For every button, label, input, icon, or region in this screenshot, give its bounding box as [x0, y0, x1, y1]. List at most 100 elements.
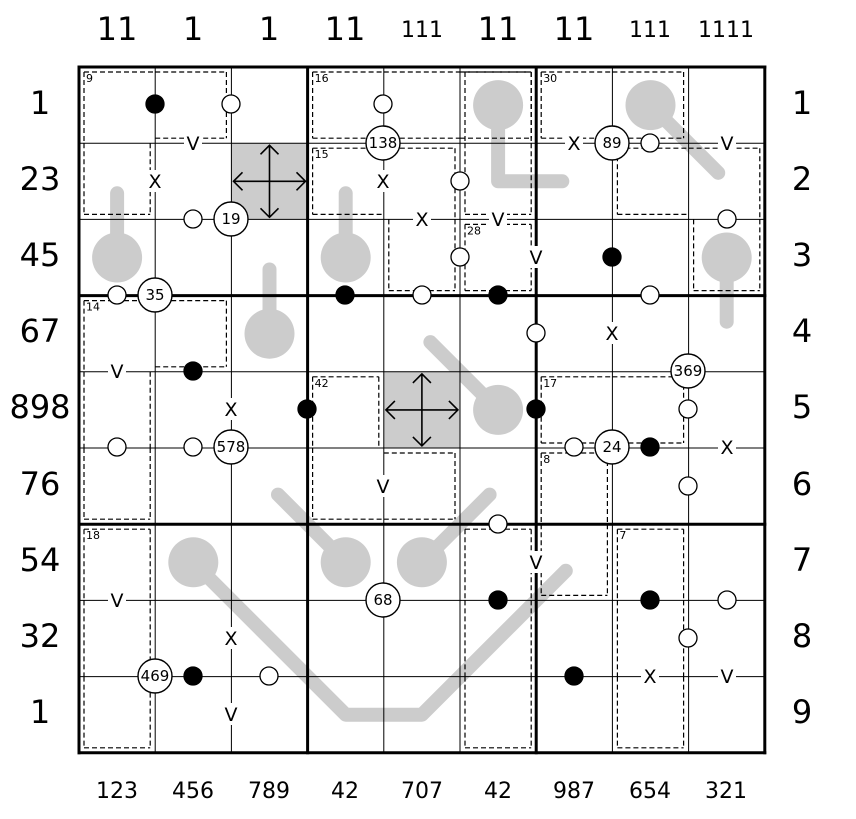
cage-sum: 8	[543, 453, 550, 466]
white-dot	[678, 628, 698, 648]
top-clue: 1	[259, 10, 279, 48]
white-dot	[717, 590, 737, 610]
top-clue: 1	[183, 10, 203, 48]
thermometer-bulb	[244, 308, 295, 359]
sum-circle-label: 578	[217, 438, 246, 456]
left-clue: 45	[20, 236, 61, 274]
left-clue: 67	[20, 312, 61, 350]
left-clue: 1	[30, 84, 50, 122]
black-dot	[488, 590, 508, 610]
white-dot	[183, 437, 203, 457]
right-clue: 6	[792, 465, 812, 503]
four-arrows-icon	[232, 144, 307, 219]
sum-circle-label: 24	[602, 438, 621, 456]
black-dot	[640, 437, 660, 457]
thermometer-shaft	[491, 98, 570, 189]
left-clue: 76	[20, 465, 61, 503]
white-dot	[259, 666, 279, 686]
white-dot	[183, 209, 203, 229]
white-dot	[450, 171, 470, 191]
top-clue: 111	[401, 18, 443, 43]
thermometer-bulb	[701, 232, 752, 283]
bottom-clue: 42	[331, 779, 359, 804]
sum-circle-label: 469	[141, 667, 170, 685]
bottom-clue: 654	[629, 779, 671, 804]
bottom-clues: 123 456 789 42 707 42 987 654 321	[96, 779, 747, 804]
thermometer-bulb	[473, 384, 524, 435]
thermometer	[473, 80, 570, 189]
bottom-clue: 456	[172, 779, 214, 804]
v-marker: V	[721, 666, 734, 688]
sum-circle: 19	[213, 201, 249, 237]
white-dot	[107, 437, 127, 457]
marker-backdrop	[718, 132, 736, 154]
marker-backdrop	[603, 322, 621, 344]
thermometer	[244, 262, 295, 359]
v-marker: V	[530, 552, 543, 574]
white-dot	[450, 247, 470, 267]
top-clue: 1111	[698, 18, 754, 43]
white-dot	[678, 476, 698, 496]
white-dot	[221, 94, 241, 114]
black-dot	[183, 361, 203, 381]
sum-circle: 89	[594, 125, 630, 161]
marker-backdrop	[641, 665, 659, 687]
sum-circle-ring	[670, 353, 706, 389]
cage-sum: 15	[315, 148, 329, 161]
left-clue: 32	[20, 617, 61, 655]
right-clues: 1 2 3 4 5 6 7 8 9	[792, 84, 812, 731]
thermometer	[320, 186, 371, 283]
right-clue: 9	[792, 693, 812, 731]
white-dot	[373, 94, 393, 114]
left-clue: 1	[30, 693, 50, 731]
top-clue: 11	[325, 10, 366, 48]
thermometer	[701, 232, 752, 329]
marker-backdrop	[527, 551, 545, 573]
thermometer-bulb	[396, 537, 447, 588]
x-marker: X	[224, 399, 237, 421]
marker-backdrop	[374, 170, 392, 192]
four-arrows-icon	[384, 372, 460, 448]
bottom-clue: 987	[553, 779, 595, 804]
arrow-heads	[232, 144, 307, 219]
x-marker: X	[224, 628, 237, 650]
black-dot	[183, 666, 203, 686]
killer-cage	[83, 528, 151, 749]
sum-circle-ring	[213, 201, 249, 237]
thermometer	[423, 335, 524, 435]
arrow-heads	[384, 372, 460, 448]
sum-circle-label: 138	[369, 134, 398, 152]
cage-border	[312, 71, 532, 139]
killer-cages	[83, 71, 761, 749]
sum-circle-label: 369	[674, 362, 703, 380]
cage-sum: 30	[543, 72, 557, 85]
v-marker: V	[111, 590, 124, 612]
bottom-clue: 789	[248, 779, 290, 804]
right-clue: 4	[792, 312, 812, 350]
black-dot	[335, 285, 355, 305]
x-marker: X	[643, 666, 656, 688]
marker-backdrop	[222, 703, 240, 725]
v-marker: V	[225, 704, 238, 726]
marker-backdrop	[718, 665, 736, 687]
cage-sum: 42	[315, 377, 329, 390]
right-clue: 8	[792, 617, 812, 655]
v-marker: V	[111, 361, 124, 383]
marker-backdrop	[108, 360, 126, 382]
right-clue: 7	[792, 541, 812, 579]
sum-circle: 138	[365, 125, 401, 161]
white-dot	[640, 285, 660, 305]
x-marker: X	[567, 133, 580, 155]
top-clue: 11	[97, 10, 138, 48]
sum-circle: 24	[594, 429, 630, 465]
xv-markers: V X V X X X V V X V X X V V V X X V V	[108, 132, 736, 726]
thermometer-bulb	[625, 80, 676, 131]
black-dot	[145, 94, 165, 114]
sum-circle: 578	[213, 429, 249, 465]
sum-circle: 35	[137, 277, 173, 313]
right-clue: 5	[792, 388, 812, 426]
kropki-dots	[107, 94, 737, 686]
cage-sums: 9 16 30 15 28 14 42 17 8 18 7	[86, 72, 626, 542]
bottom-clue: 321	[705, 779, 747, 804]
